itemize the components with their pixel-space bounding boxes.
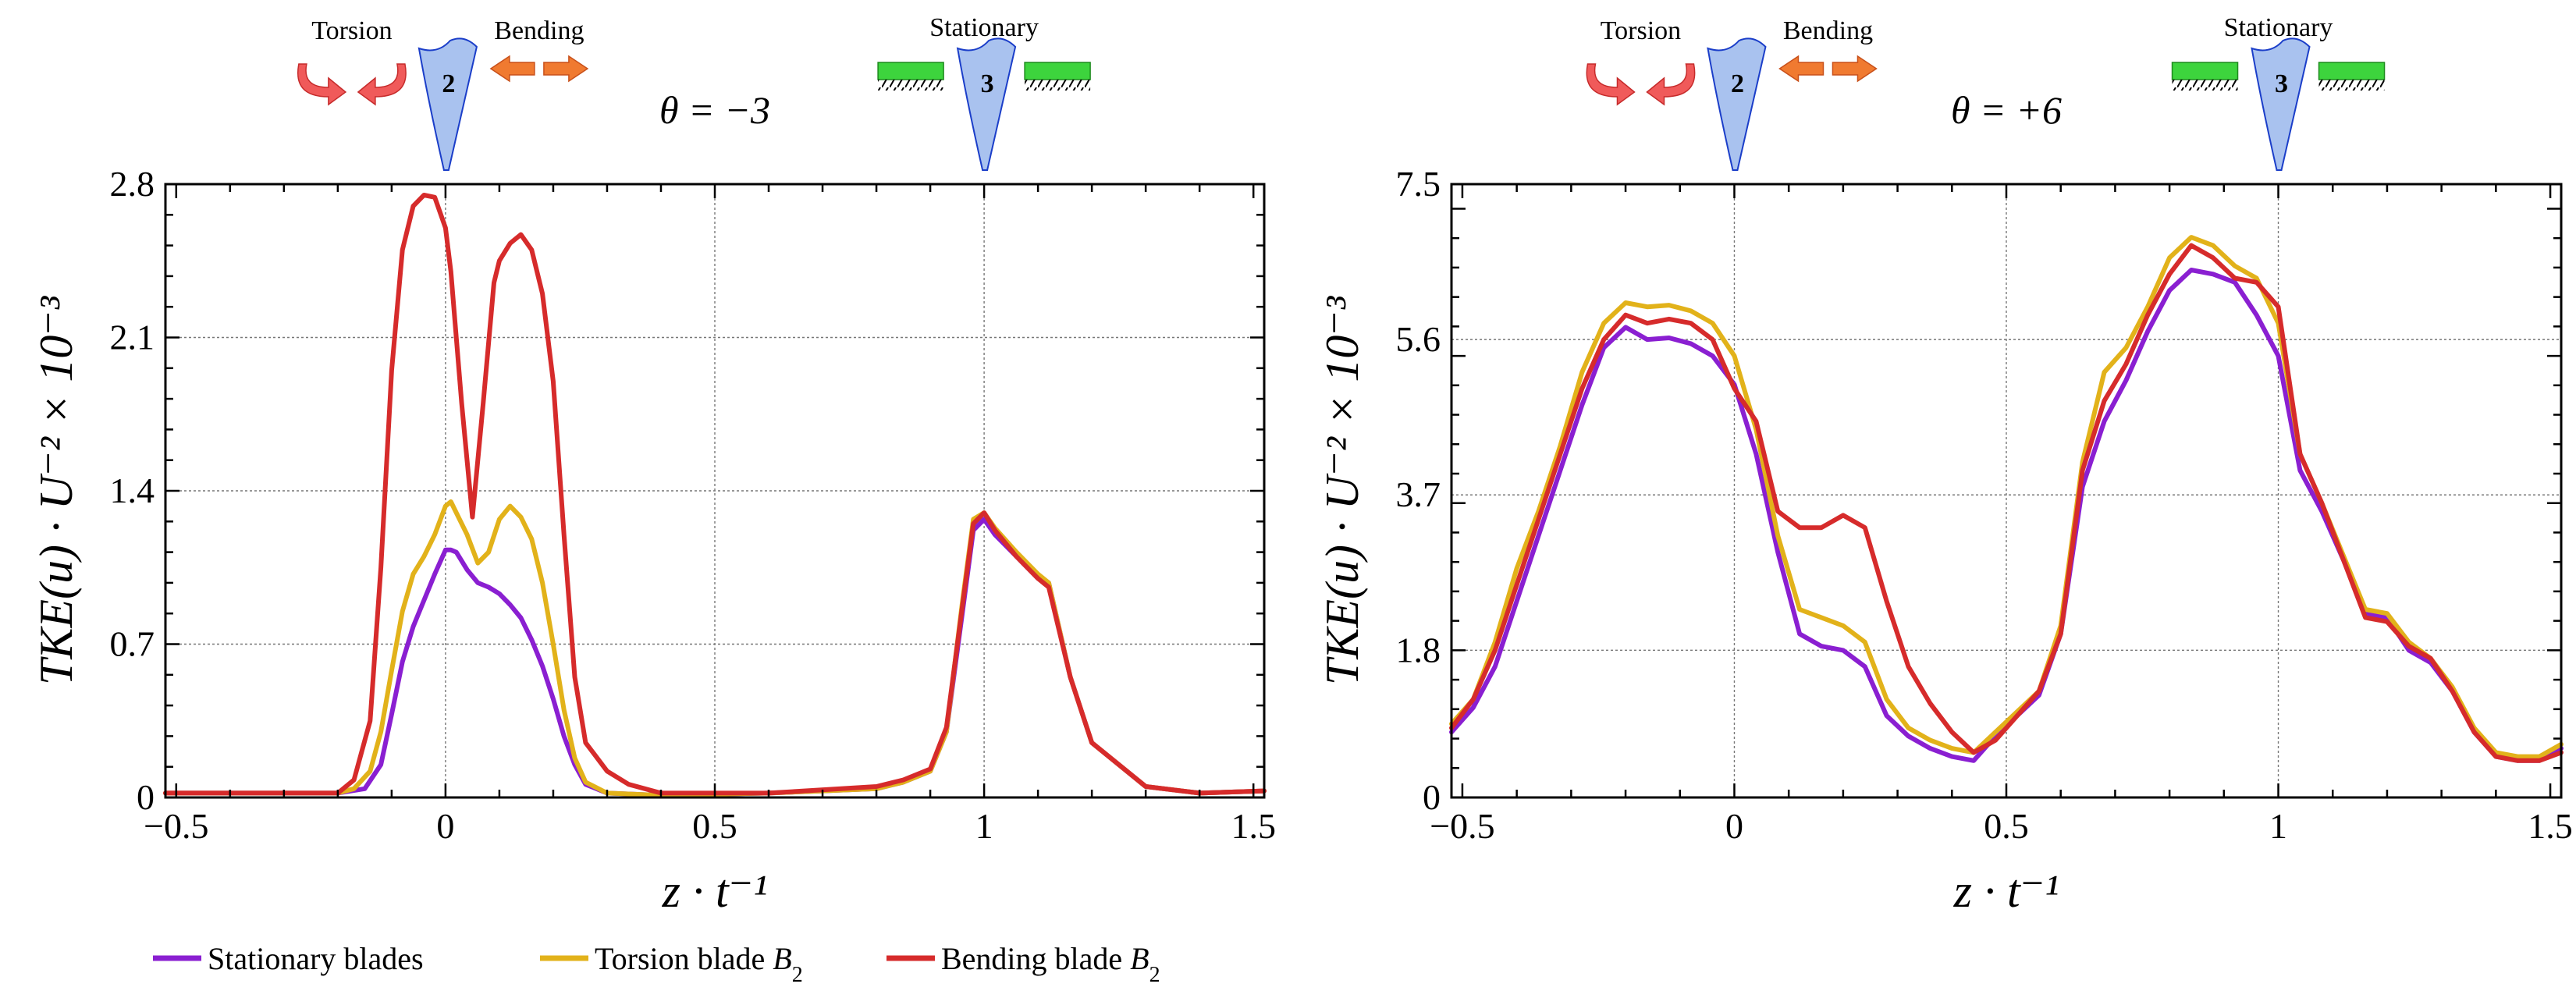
bending-arrow-left: [489, 55, 535, 83]
clamp-bar-right: [1024, 62, 1091, 80]
clamp-hatch: [878, 80, 944, 91]
torsion-arrow-right: [357, 63, 407, 106]
blade-annotations: 2 3 Torsion Bending Stationary: [297, 13, 1091, 171]
legend-sub-label: B: [773, 941, 791, 976]
legend-subscript: 2: [1149, 963, 1160, 987]
series-line-bending: [163, 193, 1267, 796]
bending-arrows-icon: [489, 55, 589, 83]
x-tick-label: −0.5: [1430, 806, 1494, 846]
y-tick-label: 3.7: [1396, 474, 1441, 514]
grid: [1451, 184, 2561, 797]
blade-shape: [2251, 37, 2311, 171]
x-tick-label: 1.5: [2528, 806, 2573, 846]
y-tick-label: 1.8: [1396, 630, 1441, 669]
grid: [165, 184, 1264, 797]
series-group: [163, 193, 1267, 798]
stationary-clamp-icon: [2171, 62, 2386, 91]
bending-arrow-left: [1778, 55, 1825, 83]
blade-3-icon: 3: [956, 37, 1017, 171]
y-axis-label: TKE(u) · U⁻² × 10⁻³: [30, 296, 82, 685]
blade-2-icon: 2: [417, 37, 478, 171]
blade-shape: [417, 37, 478, 171]
x-tick-label: 0: [1725, 806, 1743, 846]
clamp-hatch: [2172, 80, 2238, 91]
x-tick-label: 1: [2269, 806, 2287, 846]
torsion-arrow-left: [1586, 63, 1636, 106]
torsion-arrow-left: [297, 63, 347, 106]
y-tick-label: 0.7: [110, 624, 155, 664]
y-axis-label: TKE(u) · U⁻² × 10⁻³: [1316, 296, 1368, 685]
y-tick-label: 0: [137, 777, 155, 817]
x-tick-label: 0.5: [1984, 806, 2029, 846]
series-group: [1449, 235, 2564, 763]
blade-annotations: 2 3 Torsion Bending Stationary: [1586, 13, 2386, 171]
x-tick-label: 1: [975, 806, 993, 846]
torsion-arrows-icon: [1586, 63, 1696, 106]
theta-label: θ = −3: [659, 88, 770, 132]
series-line-bending: [1449, 243, 2564, 763]
legend: Stationary blades Torsion blade B2 Bending…: [153, 941, 1160, 987]
x-axis-label: z · t⁻¹: [662, 865, 768, 917]
stationary-label: Stationary: [929, 13, 1039, 42]
blade-3-icon: 3: [2251, 37, 2311, 171]
blade-number: 3: [981, 69, 994, 98]
y-tick-label: 1.4: [110, 471, 155, 510]
stationary-label: Stationary: [2224, 13, 2333, 42]
legend-subscript: 2: [792, 963, 803, 987]
legend-label: Torsion blade B2: [595, 941, 803, 987]
bending-label: Bending: [494, 16, 584, 45]
legend-label: Stationary blades: [208, 941, 424, 976]
blade-2-icon: 2: [1707, 37, 1767, 171]
ticks: [1451, 184, 2561, 799]
bending-label: Bending: [1783, 16, 1873, 45]
theta-label: θ = +6: [1951, 88, 2062, 132]
legend-label: Bending blade B2: [941, 941, 1160, 987]
clamp-hatch: [1025, 80, 1091, 91]
y-tick-label: 2.1: [110, 318, 155, 357]
x-axis-label: z · t⁻¹: [1953, 865, 2059, 917]
bending-arrow-right: [543, 55, 589, 83]
blade-number: 2: [442, 69, 455, 98]
x-tick-label: 0: [436, 806, 454, 846]
torsion-label: Torsion: [1601, 16, 1681, 45]
ticks: [165, 183, 1264, 799]
bending-arrows-icon: [1778, 55, 1878, 83]
x-tick-label: 0.5: [692, 806, 737, 846]
blade-shape: [956, 37, 1017, 171]
clamp-bar-left: [877, 62, 944, 80]
torsion-label: Torsion: [311, 16, 392, 45]
clamp-bar-right: [2318, 62, 2386, 80]
blade-shape: [1707, 37, 1767, 171]
legend-item-torsion: Torsion blade B2: [540, 941, 803, 987]
y-tick-label: 2.8: [110, 164, 155, 204]
legend-sub-label: B: [1130, 941, 1149, 976]
x-tick-label: 1.5: [1231, 806, 1276, 846]
stationary-clamp-icon: [877, 62, 1091, 91]
blade-number: 3: [2275, 69, 2288, 98]
y-tick-label: 7.5: [1396, 164, 1441, 204]
bending-arrow-right: [1832, 55, 1878, 83]
torsion-arrows-icon: [297, 63, 407, 106]
legend-item-bending: Bending blade B2: [886, 941, 1160, 987]
blade-number: 2: [1731, 69, 1744, 98]
y-tick-label: 0: [1423, 777, 1441, 817]
clamp-bar-left: [2171, 62, 2239, 80]
y-tick-label: 5.6: [1396, 319, 1441, 359]
clamp-hatch: [2318, 80, 2385, 91]
legend-item-stationary: Stationary blades: [153, 941, 424, 976]
x-tick-label: −0.5: [144, 806, 208, 846]
series-line-torsion: [1449, 235, 2564, 759]
torsion-arrow-right: [1646, 63, 1696, 106]
